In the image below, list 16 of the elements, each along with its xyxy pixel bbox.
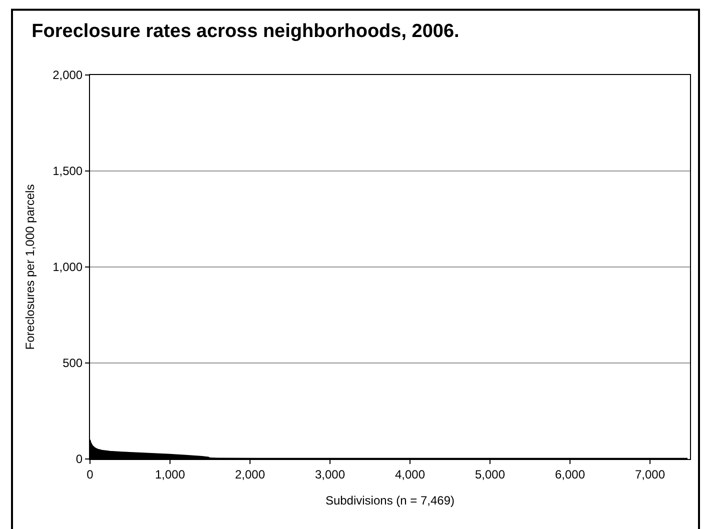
y-tick-label: 500 [62,356,83,370]
x-tick-label: 1,000 [154,467,186,482]
y-tick-label: 0 [76,452,83,466]
x-tick-label: 0 [86,467,94,482]
x-tick-label: 7,000 [634,467,666,482]
y-axis-title: Foreclosures per 1,000 parcels [22,184,37,350]
y-tick-label: 1,000 [52,260,83,274]
y-tick-label: 2,000 [52,68,83,82]
x-tick-label: 3,000 [314,467,346,482]
chart-title: Foreclosure rates across neighborhoods, 2006. [32,21,460,42]
x-tick-label: 5,000 [474,467,506,482]
x-tick-label: 6,000 [554,467,586,482]
y-tick-label: 1,500 [52,164,83,178]
x-axis-title: Subdivisions (n = 7,469) [325,493,455,508]
x-tick-label: 2,000 [234,467,266,482]
x-tick-label: 4,000 [394,467,426,482]
